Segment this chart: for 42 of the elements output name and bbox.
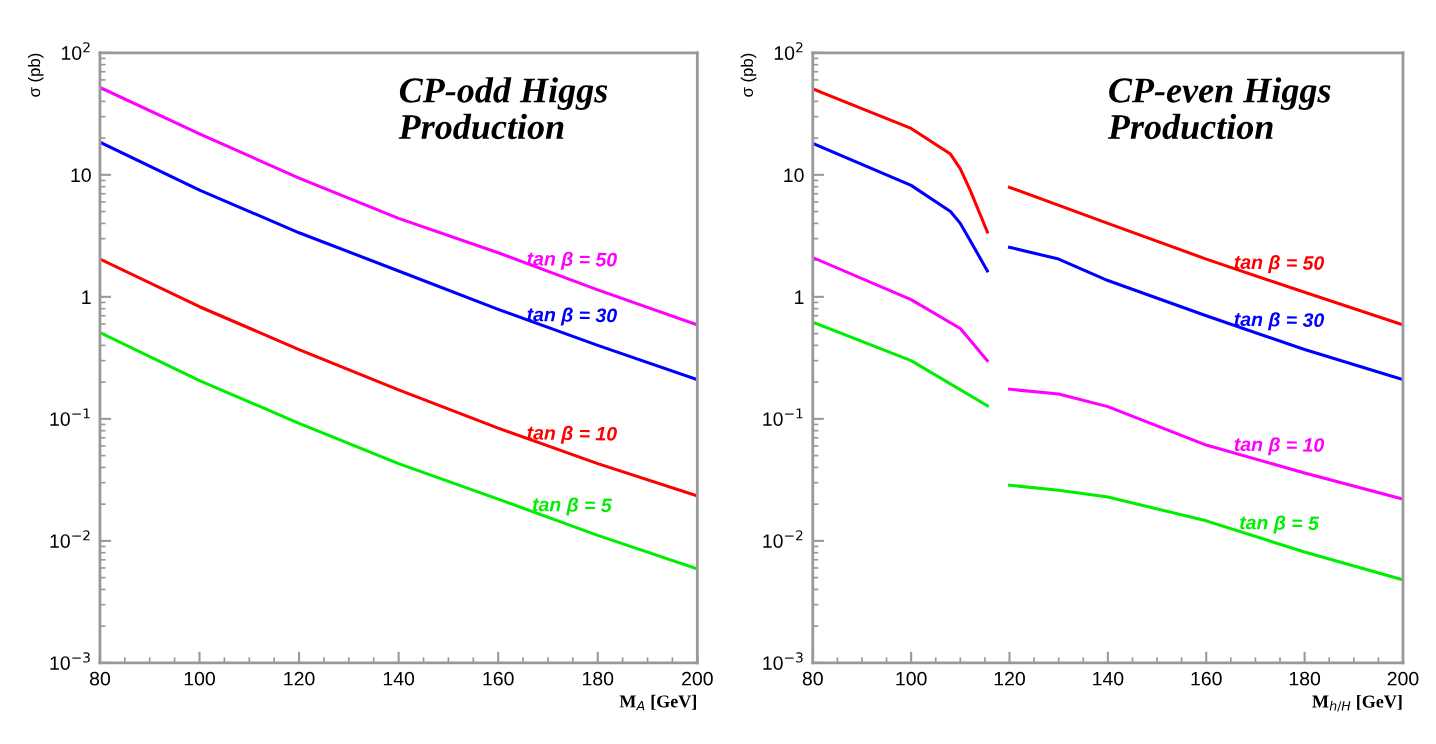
x-tick-label: 200	[682, 671, 713, 686]
x-tick-label: 180	[1289, 671, 1321, 686]
y-tick-label: 10$^{−1}$	[763, 408, 803, 426]
y-tick-label: 10$^{2}$	[774, 42, 803, 60]
line-series	[99, 331, 698, 571]
x-tick-label: 140	[1093, 671, 1124, 686]
x-tick-label: 160	[483, 671, 514, 686]
y-tick-label: 10$^{−2}$	[50, 530, 90, 548]
text: CP-odd Higgs Production	[398, 77, 608, 140]
series-label: tan β = 50	[527, 251, 618, 271]
y-tick-label: 10$^{−3}$	[763, 652, 803, 670]
series-label: tan β = 30	[527, 306, 618, 327]
y-tick-label: 1	[795, 290, 804, 304]
series-label: tan β = 5	[1239, 514, 1320, 535]
series-label: tan β = 10	[1234, 436, 1325, 456]
x-axis-title: M$_{A}$ [GeV]	[619, 694, 696, 711]
x-tick-label: 180	[583, 671, 614, 686]
y-tick-label: 10$^{−2}$	[763, 530, 803, 548]
y-tick-label: 1	[82, 290, 91, 304]
y-tick-label: 10	[784, 168, 804, 183]
x-axis-title: M$_{h/H}$ [GeV]	[1312, 694, 1402, 712]
x-tick-label: 120	[284, 671, 315, 686]
x-tick-label: 100	[184, 671, 215, 686]
series-label: tan β = 10	[527, 425, 618, 445]
x-tick-label: 140	[383, 671, 415, 686]
y-tick-label: 10$^{−1}$	[50, 408, 90, 426]
series-label: tan β = 30	[1234, 311, 1325, 331]
text: CP-even Higgs Production	[1107, 77, 1331, 140]
x-tick-label: 100	[896, 671, 927, 686]
x-tick-label: 120	[994, 671, 1025, 686]
y-axis-title: σ (pb)	[27, 53, 44, 97]
y-tick-label: 10	[71, 168, 91, 183]
x-tick-label: 200	[1387, 671, 1419, 686]
x-tick-label: 80	[802, 671, 823, 686]
x-tick-label: 160	[1191, 671, 1222, 686]
series-label: tan β = 50	[1234, 254, 1325, 274]
y-axis-title: σ (pb)	[740, 53, 757, 97]
x-tick-label: 80	[89, 671, 110, 686]
line-series	[99, 140, 698, 382]
y-tick-label: 10$^{−3}$	[50, 652, 90, 670]
y-tick-label: 10$^{2}$	[61, 42, 90, 60]
series-label: tan β = 5	[532, 496, 613, 517]
